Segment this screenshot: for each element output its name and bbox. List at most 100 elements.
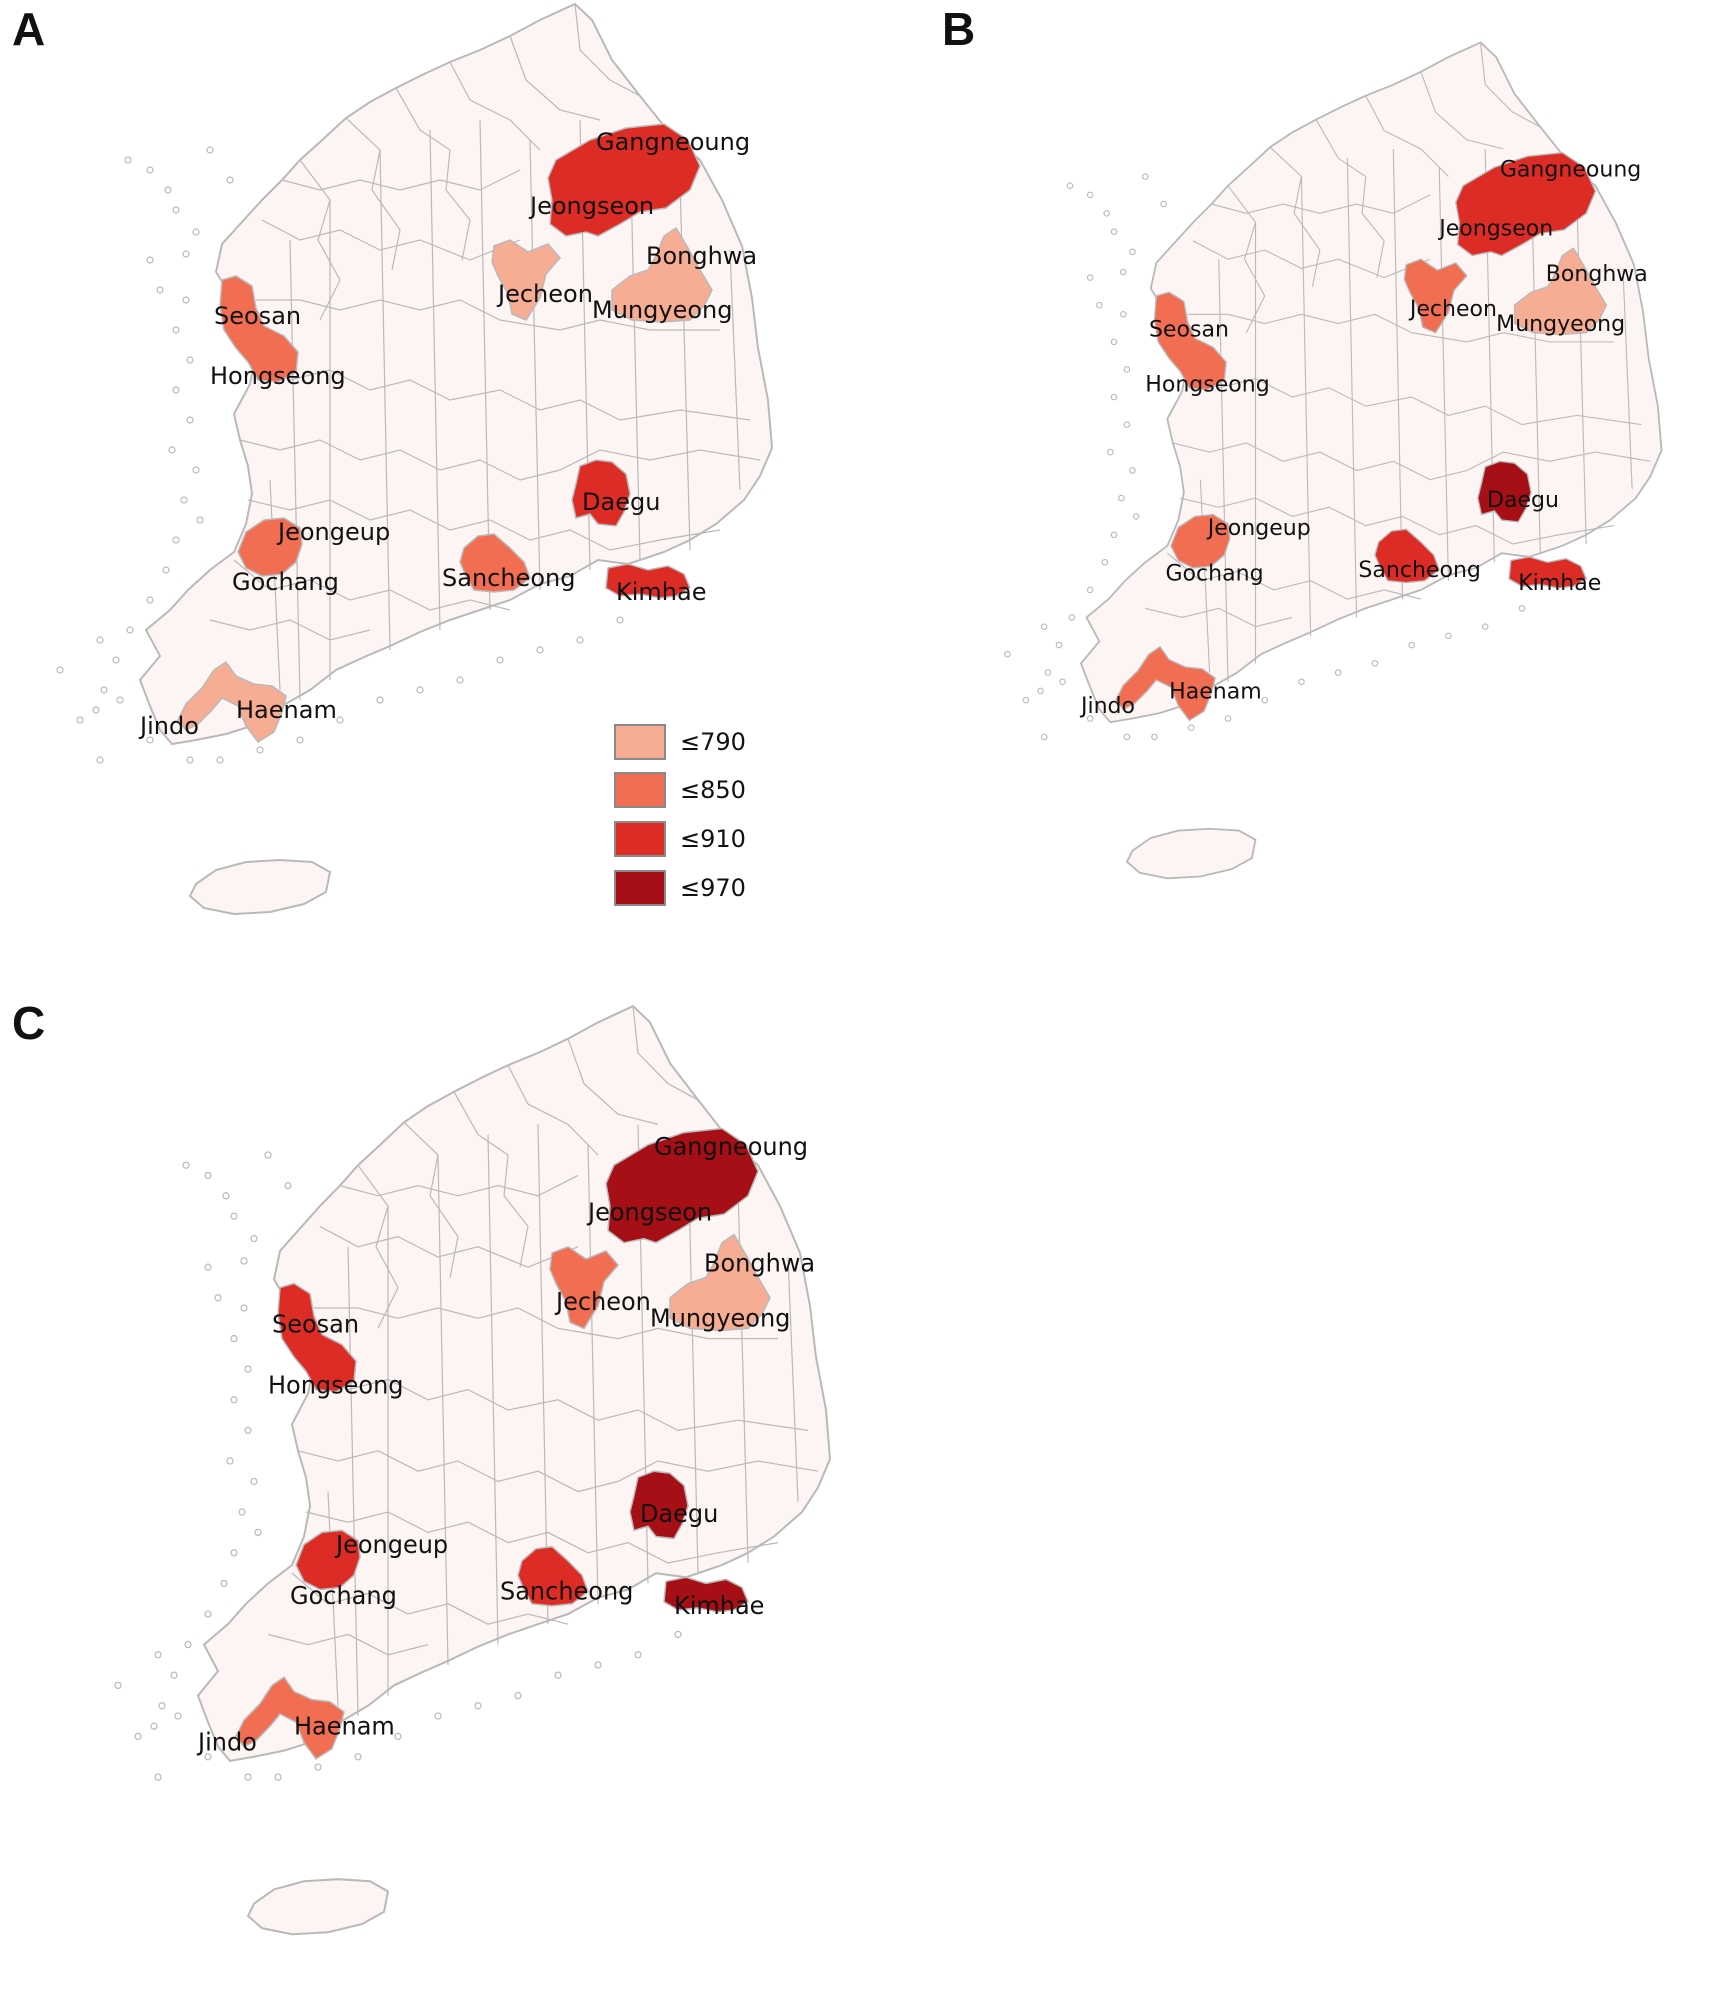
region-jeongeup-gochang — [1170, 513, 1231, 569]
korea-map-c: Gangneoung Jeongseon Bonghwa JecheonMungyeo… — [114, 1004, 832, 1936]
district-border — [509, 35, 601, 121]
legend-swatch-le850 — [614, 772, 666, 808]
island-mark — [250, 1234, 258, 1243]
district-border — [574, 3, 641, 97]
island-mark — [1068, 614, 1076, 621]
island-mark — [456, 676, 464, 684]
island-mark — [594, 1661, 602, 1669]
region-daegu — [571, 459, 631, 527]
district-border — [379, 149, 391, 651]
district-border — [239, 439, 761, 481]
island-mark — [514, 1691, 522, 1700]
island-mark — [244, 1365, 252, 1373]
district-border — [245, 359, 751, 421]
label-jeongeup: Jeongeup — [1206, 516, 1311, 541]
legend-label-le850: ≤850 — [680, 776, 746, 804]
district-border — [487, 1134, 499, 1645]
island-mark — [284, 1181, 292, 1190]
label-seosan: Seosan — [214, 302, 301, 330]
district-border — [347, 1246, 359, 1717]
district-border — [529, 139, 541, 591]
jeju-island-shape — [246, 1878, 390, 1936]
island-mark — [1055, 641, 1063, 649]
island-mark — [186, 356, 194, 364]
island-mark — [112, 656, 120, 664]
island-mark — [186, 416, 194, 424]
island-mark — [244, 1773, 252, 1781]
island-mark — [634, 1651, 642, 1659]
island-mark — [146, 256, 154, 264]
panel-letter-c: C — [12, 997, 46, 1049]
district-border — [1199, 479, 1211, 673]
district-border — [1622, 268, 1633, 489]
island-mark — [230, 1396, 238, 1404]
jeju-island-shape — [1125, 827, 1257, 880]
district-border — [1227, 185, 1266, 333]
island-mark — [376, 696, 384, 704]
island-mark — [1110, 338, 1118, 346]
label-daegu: Daegu — [640, 1499, 718, 1528]
island-mark — [264, 1151, 272, 1159]
district-border — [256, 299, 720, 331]
legend-swatch-le970 — [614, 870, 666, 906]
legend-swatch-le790 — [614, 724, 666, 760]
district-border — [1420, 71, 1504, 150]
district-border — [303, 1368, 809, 1432]
region-jindo-haenam — [1115, 645, 1216, 722]
island-mark — [1129, 248, 1136, 256]
district-border — [1178, 368, 1642, 426]
island-mark — [1123, 421, 1131, 428]
island-mark — [116, 696, 124, 704]
district-border — [314, 1307, 778, 1340]
island-mark — [1123, 733, 1131, 741]
island-mark — [1110, 531, 1118, 539]
district-border — [339, 1174, 579, 1197]
label-sancheong: Sancheong — [500, 1576, 633, 1605]
label-kimhae: Kimhae — [674, 1591, 764, 1620]
region-kimhae — [1508, 556, 1588, 589]
region-bonghwa-mungyeong — [669, 1233, 771, 1332]
island-mark — [1132, 513, 1140, 520]
label-mungyeong: Mungyeong — [1496, 312, 1625, 337]
label-daegu: Daegu — [582, 488, 660, 516]
island-mark — [172, 536, 180, 544]
island-mark — [296, 736, 304, 744]
island-mark — [192, 466, 200, 474]
district-border — [403, 1121, 459, 1278]
island-mark — [230, 1334, 238, 1343]
label-hongseong: Hongseong — [268, 1370, 404, 1399]
label-jecheon: Jecheon — [1408, 297, 1497, 322]
island-mark — [1107, 448, 1114, 456]
island-mark — [182, 1161, 190, 1169]
island-mark — [1110, 393, 1118, 401]
district-border — [297, 1450, 819, 1493]
island-mark — [154, 1773, 162, 1781]
label-gangneoung: Gangneoung — [596, 128, 750, 156]
island-mark — [204, 1753, 212, 1761]
island-mark — [186, 756, 194, 764]
label-seosan: Seosan — [272, 1309, 359, 1338]
legend-swatch-le910 — [614, 821, 666, 857]
island-mark — [1481, 623, 1489, 630]
island-mark — [1151, 733, 1158, 741]
district-border — [1392, 148, 1404, 600]
island-mark — [124, 156, 132, 164]
label-mungyeong: Mungyeong — [650, 1303, 790, 1332]
region-jeongeup-gochang — [295, 1529, 361, 1591]
district-border — [507, 1064, 599, 1156]
island-mark — [1101, 559, 1109, 566]
island-mark — [146, 736, 154, 744]
island-mark — [1445, 632, 1452, 640]
label-jeongeup: Jeongeup — [276, 518, 390, 546]
panel-letter-b: B — [942, 3, 976, 55]
label-hongseong: Hongseong — [210, 362, 346, 390]
korea-map-b: Gangneoung Jeongseon Bonghwa JecheonMungyeo… — [1004, 41, 1663, 880]
label-haenam: Haenam — [294, 1711, 395, 1740]
island-mark — [274, 1773, 282, 1781]
island-mark — [1187, 724, 1195, 732]
district-border — [1187, 313, 1614, 343]
island-mark — [254, 1528, 262, 1537]
island-mark — [536, 646, 544, 654]
island-mark — [162, 566, 170, 574]
island-mark — [1086, 274, 1094, 281]
